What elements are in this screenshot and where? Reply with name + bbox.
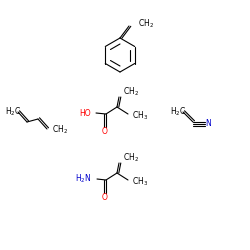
Text: CH$_3$: CH$_3$: [132, 176, 148, 188]
Text: H$_2$N: H$_2$N: [74, 173, 91, 185]
Text: HO: HO: [80, 108, 91, 118]
Text: CH$_3$: CH$_3$: [132, 110, 148, 122]
Text: O: O: [102, 194, 108, 202]
Text: CH$_2$: CH$_2$: [123, 86, 139, 98]
Text: O: O: [102, 128, 108, 136]
Text: N: N: [205, 119, 211, 128]
Text: CH$_2$: CH$_2$: [138, 18, 154, 30]
Text: H$_2$C: H$_2$C: [170, 106, 186, 118]
Text: H$_2$C: H$_2$C: [5, 106, 21, 118]
Text: CH$_2$: CH$_2$: [52, 124, 68, 136]
Text: CH$_2$: CH$_2$: [123, 152, 139, 164]
